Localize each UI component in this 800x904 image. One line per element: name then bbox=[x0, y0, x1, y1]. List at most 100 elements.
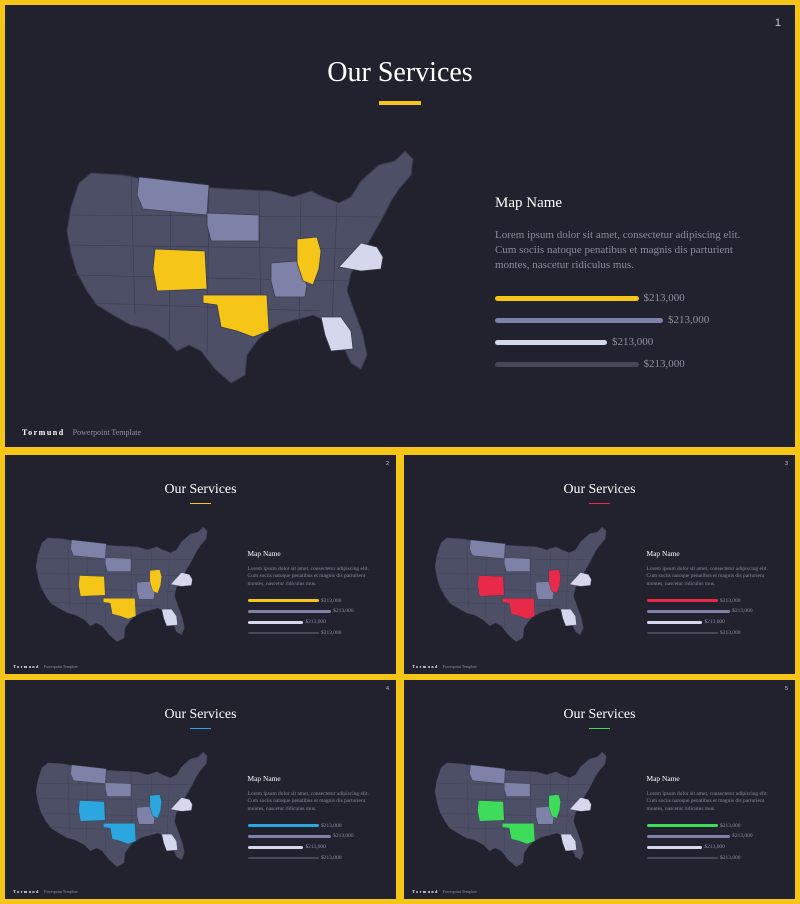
state-virginia bbox=[169, 797, 193, 812]
bar-value: $213,000 bbox=[720, 630, 741, 637]
state-oklahoma bbox=[501, 823, 535, 845]
value-bar-row: $213,000 bbox=[247, 628, 372, 639]
bar-value: $213,000 bbox=[333, 608, 354, 615]
state-border-line bbox=[67, 764, 70, 834]
brand-subtitle: Powerpoint Template bbox=[442, 889, 477, 895]
bar-value: $213,000 bbox=[612, 336, 654, 348]
slide-title: Our Services bbox=[327, 57, 473, 88]
value-bar bbox=[247, 621, 303, 624]
state-wyoming bbox=[78, 575, 106, 597]
info-panel: Map Name Lorem ipsum dolor sit amet, cons… bbox=[495, 195, 745, 375]
map-name: Map Name bbox=[646, 774, 680, 784]
map-name: Map Name bbox=[247, 774, 281, 784]
bar-value: $213,000 bbox=[732, 608, 753, 615]
brand-name: Tormund bbox=[412, 664, 439, 670]
state-montana bbox=[70, 539, 107, 560]
slide-number: 3 bbox=[785, 460, 789, 467]
value-bar-row: $213,000 bbox=[495, 309, 745, 331]
state-illinois bbox=[149, 794, 162, 819]
value-bar bbox=[495, 339, 607, 345]
brand-footer: Tormund Powerpoint Template bbox=[22, 428, 141, 437]
state-sdakota bbox=[104, 782, 131, 798]
value-bar bbox=[247, 856, 319, 860]
brand-name: Tormund bbox=[412, 889, 439, 895]
bar-value: $213,000 bbox=[704, 844, 725, 851]
bar-value: $213,000 bbox=[668, 314, 710, 326]
brand-name: Tormund bbox=[13, 889, 40, 895]
value-bar-row: $213,000 bbox=[247, 842, 372, 853]
title-underline bbox=[190, 502, 211, 505]
brand-footer: Tormund Powerpoint Template bbox=[13, 889, 77, 894]
value-bar bbox=[247, 599, 319, 602]
value-bar-row: $213,000 bbox=[495, 353, 745, 375]
brand-subtitle: Powerpoint Template bbox=[43, 664, 78, 670]
bar-value: $213,000 bbox=[321, 597, 342, 604]
title-underline bbox=[190, 727, 211, 730]
slide-2: 2 Our Services Map Name Lorem ipsum dolor s… bbox=[5, 455, 396, 674]
slide-3: 3 Our Services Map Name Lorem ipsum dolor s… bbox=[404, 455, 795, 674]
map-description: Lorem ipsum dolor sit amet, consectetur … bbox=[247, 565, 369, 587]
info-panel: Map Name Lorem ipsum dolor sit amet, cons… bbox=[247, 774, 372, 864]
bar-value: $213,000 bbox=[321, 630, 342, 637]
value-bar-row: $213,000 bbox=[247, 853, 372, 864]
state-border-line bbox=[446, 827, 561, 832]
value-bar bbox=[646, 856, 718, 860]
state-oklahoma bbox=[102, 823, 136, 845]
state-border-line bbox=[130, 174, 136, 316]
slide-4: 4 Our Services Map Name Lorem ipsum dolor s… bbox=[5, 680, 396, 899]
info-panel: Map Name Lorem ipsum dolor sit amet, cons… bbox=[646, 549, 771, 639]
state-montana bbox=[469, 539, 506, 560]
state-virginia bbox=[338, 242, 384, 272]
state-oklahoma bbox=[102, 598, 136, 620]
state-virginia bbox=[568, 572, 592, 587]
value-bar-row: $213,000 bbox=[646, 617, 771, 628]
state-georgia bbox=[560, 609, 577, 627]
map-name: Map Name bbox=[247, 549, 281, 559]
bar-value: $213,000 bbox=[704, 619, 725, 626]
state-border-line bbox=[47, 602, 162, 607]
bar-value: $213,000 bbox=[643, 292, 685, 304]
map-description: Lorem ipsum dolor sit amet, consectetur … bbox=[646, 790, 768, 812]
brand-name: Tormund bbox=[22, 428, 65, 437]
brand-name: Tormund bbox=[13, 664, 40, 670]
state-illinois bbox=[548, 569, 561, 594]
slide-number: 2 bbox=[386, 460, 390, 467]
state-virginia bbox=[169, 572, 193, 587]
state-wyoming bbox=[477, 575, 505, 597]
map-name: Map Name bbox=[495, 195, 563, 211]
value-bar-row: $213,000 bbox=[646, 628, 771, 639]
brand-subtitle: Powerpoint Template bbox=[442, 664, 477, 670]
state-wyoming bbox=[152, 248, 208, 292]
map-name: Map Name bbox=[646, 549, 680, 559]
value-bar-row: $213,000 bbox=[646, 842, 771, 853]
map-description: Lorem ipsum dolor sit amet, consectetur … bbox=[495, 229, 741, 271]
value-bar bbox=[247, 610, 331, 613]
value-bar-row: $213,000 bbox=[646, 853, 771, 864]
us-map bbox=[35, 751, 208, 868]
state-illinois bbox=[296, 236, 322, 286]
bar-value: $213,000 bbox=[720, 597, 741, 604]
state-border-line bbox=[90, 302, 322, 312]
state-georgia bbox=[161, 609, 178, 627]
state-illinois bbox=[548, 794, 561, 819]
state-border-line bbox=[466, 764, 469, 834]
state-border-line bbox=[47, 827, 162, 832]
state-border-line bbox=[67, 539, 70, 609]
info-panel: Map Name Lorem ipsum dolor sit amet, cons… bbox=[646, 774, 771, 864]
slide-title: Our Services bbox=[164, 705, 237, 721]
bar-value: $213,000 bbox=[305, 619, 326, 626]
brand-footer: Tormund Powerpoint Template bbox=[412, 889, 476, 894]
state-georgia bbox=[320, 316, 354, 352]
value-bar bbox=[646, 599, 718, 602]
slide-number: 4 bbox=[386, 685, 390, 692]
state-sdakota bbox=[206, 212, 260, 242]
state-oklahoma bbox=[501, 598, 535, 620]
state-sdakota bbox=[503, 782, 530, 798]
state-montana bbox=[70, 764, 107, 785]
value-bar bbox=[646, 610, 730, 613]
value-bar-row: $213,000 bbox=[247, 831, 372, 842]
value-bar bbox=[495, 361, 639, 367]
state-border-line bbox=[446, 602, 561, 607]
map-description: Lorem ipsum dolor sit amet, consectetur … bbox=[646, 565, 768, 587]
state-montana bbox=[136, 176, 210, 216]
